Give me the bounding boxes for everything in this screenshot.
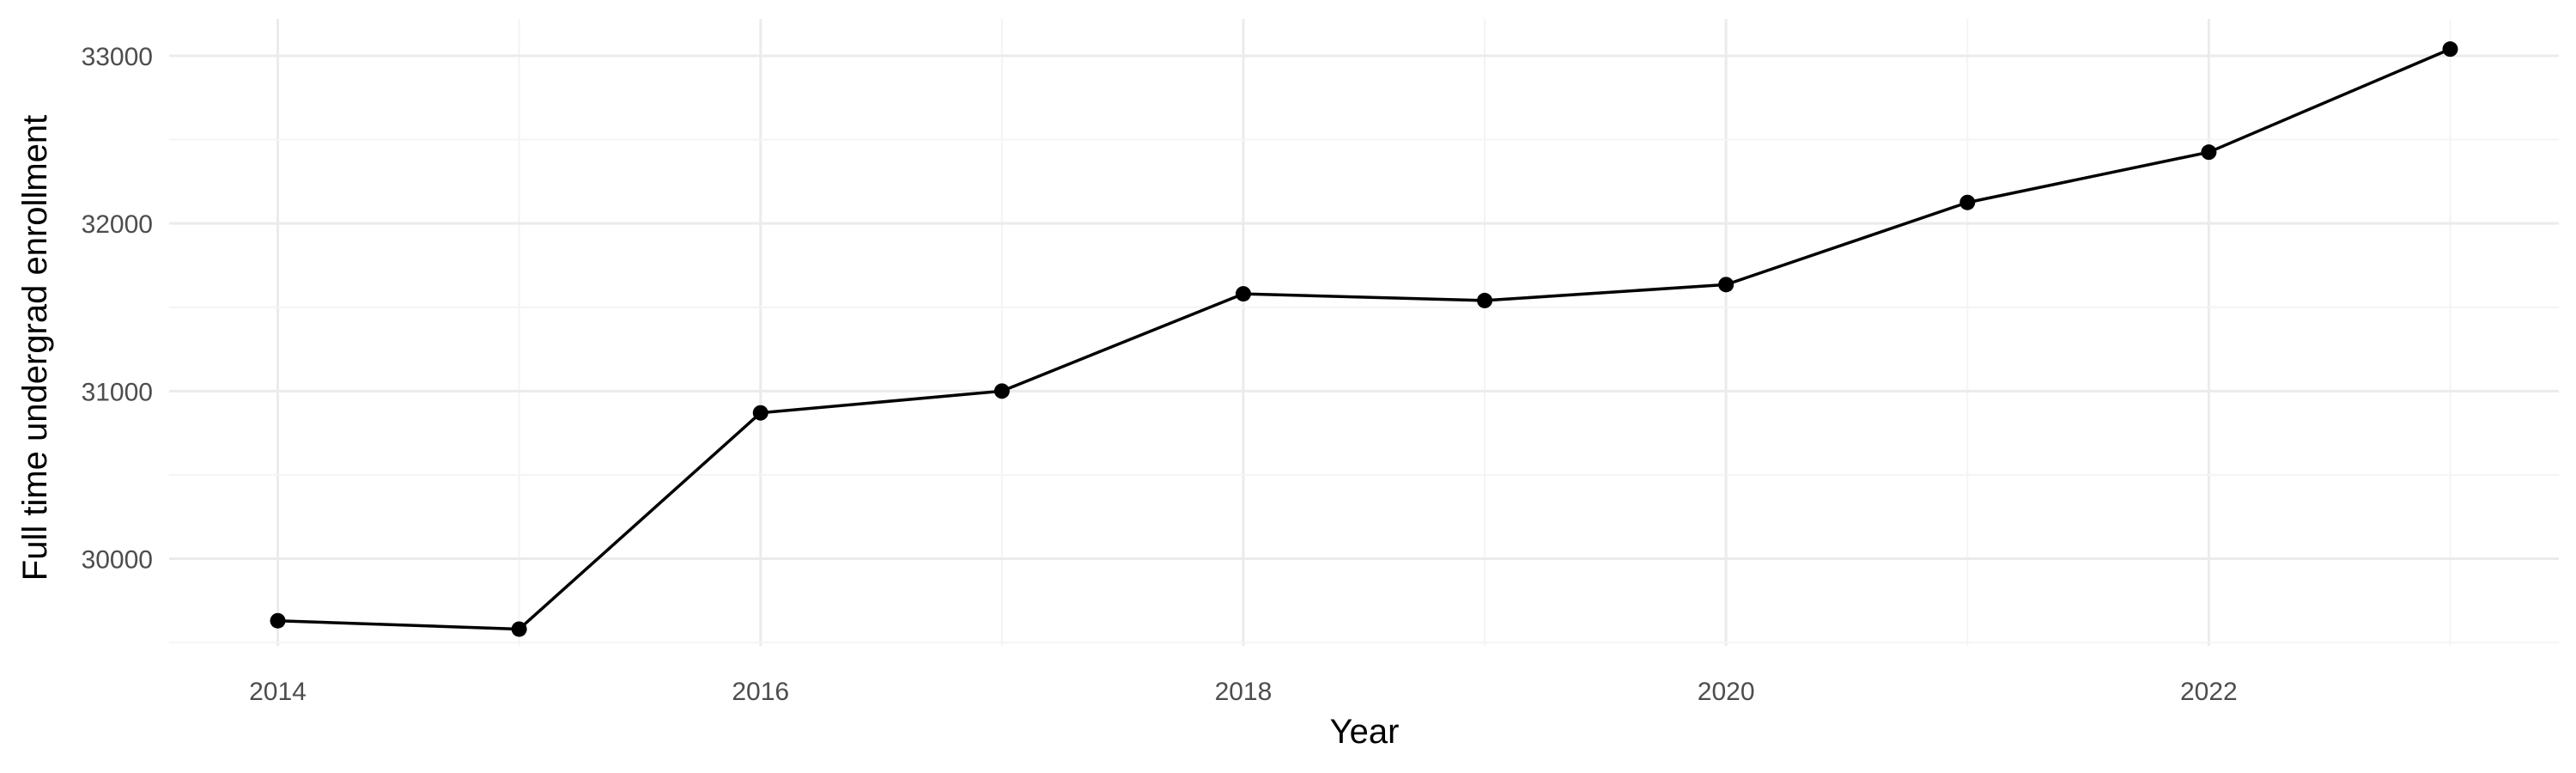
data-point: [270, 612, 286, 629]
y-tick-label: 33000: [82, 43, 153, 71]
y-axis-ticks: 30000 31000 32000 33000: [82, 43, 153, 575]
data-point: [752, 405, 769, 421]
grid: [169, 19, 2559, 646]
data-point: [993, 383, 1010, 399]
x-axis-title: Year: [1330, 713, 1400, 751]
series-line: [277, 47, 2451, 631]
x-tick-label: 2016: [732, 678, 789, 706]
data-point: [2201, 144, 2217, 161]
data-point: [1477, 292, 1493, 308]
data-point: [1235, 286, 1251, 302]
data-points: [270, 41, 2458, 637]
x-tick-label: 2014: [249, 678, 307, 706]
y-axis-title: Full time undergrad enrollment: [16, 115, 54, 581]
data-point: [511, 621, 527, 637]
y-tick-label: 30000: [82, 546, 153, 575]
series: [277, 47, 2451, 631]
y-tick-label: 31000: [82, 378, 153, 406]
data-point: [1959, 194, 1976, 210]
x-axis-ticks: 2014 2016 2018 2020 2022: [249, 678, 2238, 706]
data-point: [1718, 277, 1735, 293]
x-tick-label: 2020: [1698, 678, 1755, 706]
x-tick-label: 2018: [1215, 678, 1273, 706]
y-tick-label: 32000: [82, 210, 153, 239]
data-point: [2442, 41, 2458, 58]
x-tick-label: 2022: [2180, 678, 2238, 706]
